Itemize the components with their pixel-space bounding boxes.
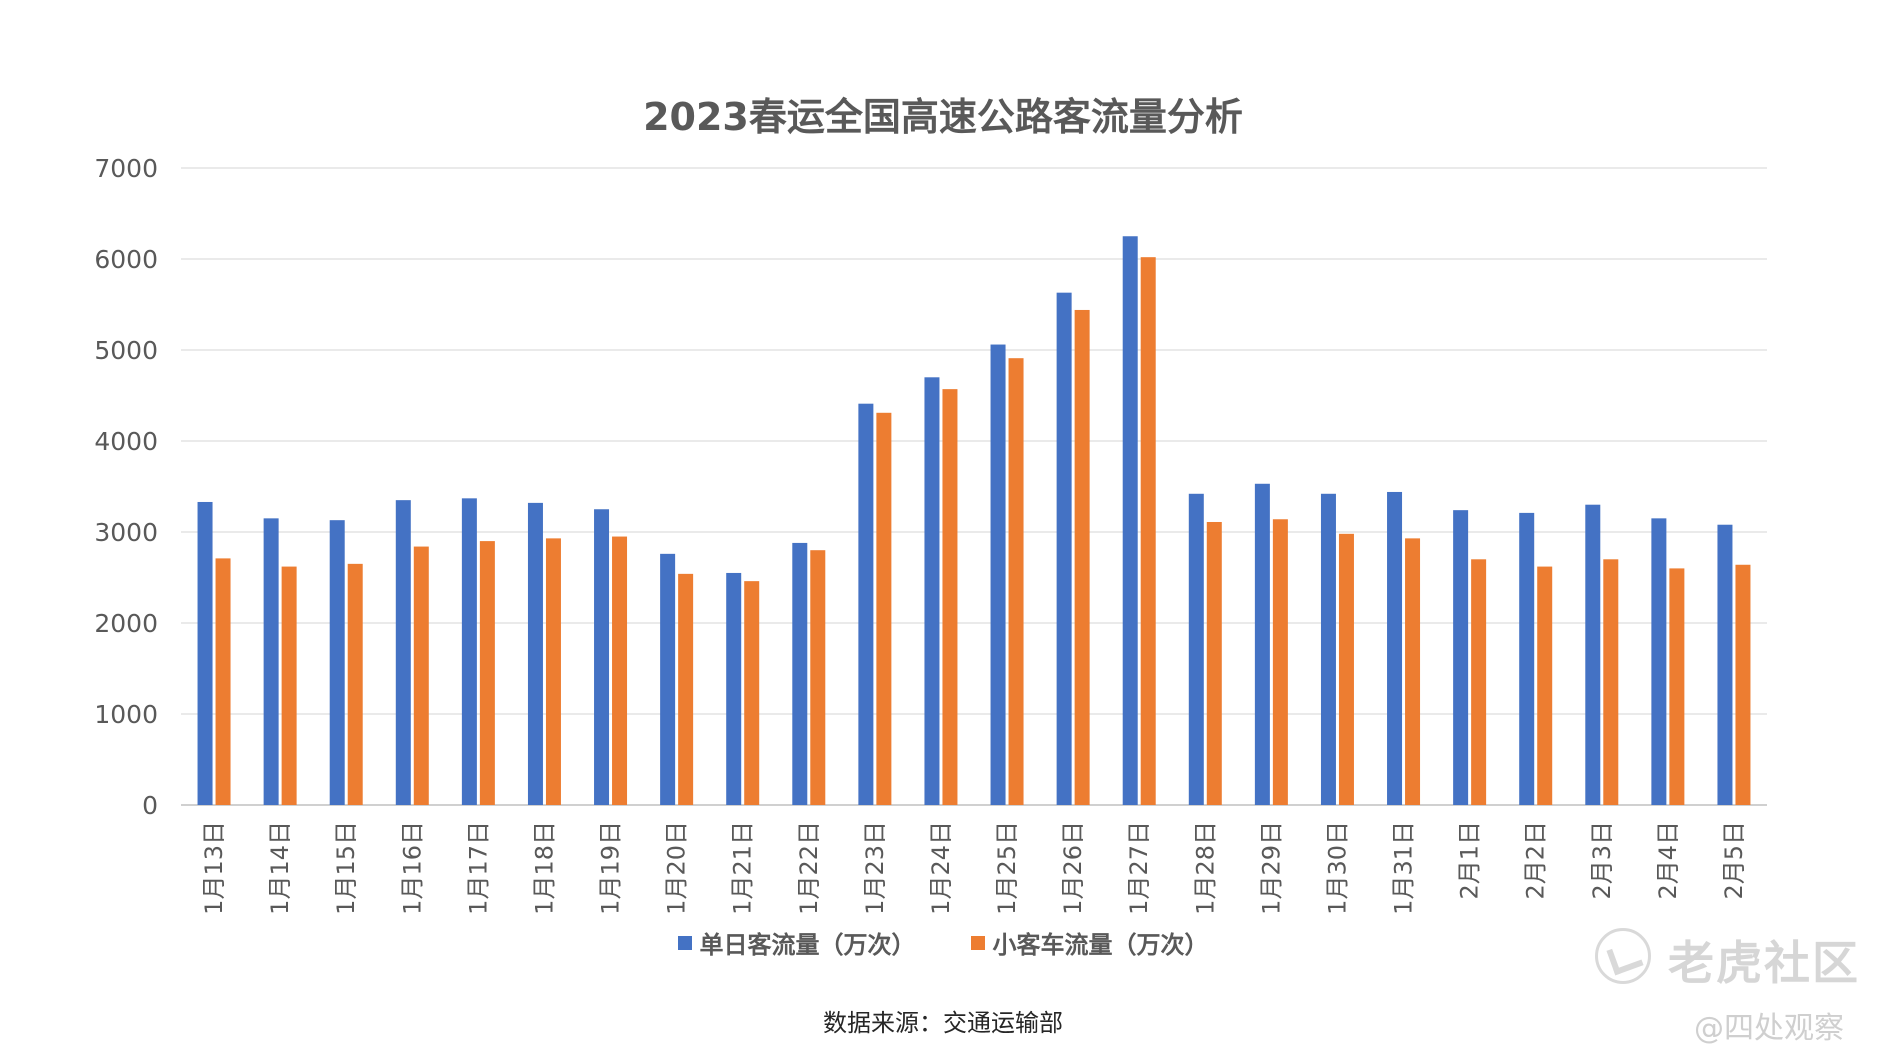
x-tick-label: 1月29日 [1257, 821, 1285, 915]
x-tick-label: 1月23日 [861, 821, 889, 915]
x-tick-label: 1月28日 [1191, 821, 1219, 915]
bar-series-1 [1519, 512, 1535, 805]
x-tick-label: 2月1日 [1456, 821, 1484, 900]
bar-series-1 [395, 500, 411, 805]
tiger-logo-icon [1595, 928, 1651, 984]
bar-series-1 [197, 501, 213, 805]
bar-series-1 [329, 520, 345, 805]
bar-series-1 [924, 377, 940, 805]
bar-series-1 [1188, 493, 1204, 805]
bar-series-2 [413, 546, 429, 805]
chart-legend: 单日客流量（万次） 小客车流量（万次） [0, 925, 1886, 960]
bar-series-2 [1735, 564, 1751, 805]
bar-series-1 [858, 403, 874, 805]
y-tick-label: 3000 [94, 518, 158, 547]
x-tick-label: 1月17日 [464, 821, 492, 915]
bar-series-2 [612, 536, 628, 805]
bar-series-2 [1272, 519, 1288, 805]
bar-series-2 [1074, 309, 1090, 805]
bar-series-1 [461, 498, 477, 805]
y-tick-label: 7000 [94, 154, 158, 183]
watermark-handle: @四处观察 [1694, 1011, 1844, 1046]
bar-series-1 [1254, 483, 1270, 805]
x-tick-label: 1月31日 [1390, 821, 1418, 915]
y-tick-label: 6000 [94, 245, 158, 274]
x-tick-label: 1月18日 [530, 821, 558, 915]
legend-swatch-series-2 [970, 935, 985, 950]
legend-item-series-1: 单日客流量（万次） [677, 925, 916, 960]
x-tick-label: 1月26日 [1059, 821, 1087, 915]
x-tick-label: 2月5日 [1720, 821, 1748, 900]
bar-series-2 [1603, 559, 1619, 805]
x-tick-label: 1月19日 [597, 821, 625, 915]
legend-item-series-2: 小客车流量（万次） [970, 925, 1209, 960]
bar-series-1 [1651, 518, 1667, 805]
x-tick-label: 1月24日 [927, 821, 955, 915]
bar-series-2 [942, 389, 958, 805]
bar-series-2 [1338, 533, 1354, 805]
legend-label-series-1: 单日客流量（万次） [699, 931, 916, 959]
bar-series-1 [263, 518, 279, 805]
bar-series-2 [1471, 559, 1487, 805]
bar-series-1 [1717, 524, 1733, 805]
bar-series-1 [1056, 292, 1072, 805]
bar-series-1 [1585, 504, 1601, 805]
chart-title: 2023春运全国高速公路客流量分析 [643, 95, 1243, 139]
y-tick-label: 1000 [94, 700, 158, 729]
x-tick-label: 1月20日 [663, 821, 691, 915]
y-tick-label: 2000 [94, 609, 158, 638]
x-tick-label: 1月16日 [398, 821, 426, 915]
bar-series-1 [990, 344, 1006, 805]
bar-series-1 [1387, 491, 1403, 805]
bar-series-2 [215, 558, 231, 805]
bar-series-2 [876, 412, 892, 805]
bar-series-1 [660, 553, 676, 805]
bar-series-1 [594, 509, 610, 805]
y-tick-label: 0 [142, 791, 158, 820]
bar-series-2 [479, 541, 495, 805]
bar-series-2 [744, 581, 760, 805]
bar-series-2 [810, 550, 826, 805]
x-tick-label: 2月2日 [1522, 821, 1550, 900]
bar-series-2 [1008, 358, 1024, 805]
bar-series-1 [1122, 236, 1138, 805]
y-tick-label: 5000 [94, 336, 158, 365]
bar-series-2 [545, 538, 561, 805]
y-tick-label: 4000 [94, 427, 158, 456]
bar-series-2 [347, 563, 363, 805]
bar-series-2 [281, 566, 297, 805]
legend-label-series-2: 小客车流量（万次） [992, 931, 1209, 959]
bar-series-2 [678, 573, 694, 805]
bar-series-1 [792, 542, 808, 805]
bar-series-1 [527, 502, 543, 805]
bar-series-1 [726, 572, 742, 805]
x-tick-label: 1月13日 [200, 821, 228, 915]
x-tick-label: 1月22日 [795, 821, 823, 915]
bar-series-1 [1453, 510, 1469, 805]
bar-series-2 [1537, 566, 1553, 805]
x-tick-label: 1月30日 [1323, 821, 1351, 915]
x-tick-label: 2月3日 [1588, 821, 1616, 900]
bar-series-2 [1405, 538, 1421, 805]
bar-series-1 [1320, 493, 1336, 805]
watermark-brand: 老虎社区 [1668, 936, 1860, 990]
x-tick-label: 2月4日 [1654, 821, 1682, 900]
x-tick-label: 1月15日 [332, 821, 360, 915]
bar-series-2 [1206, 521, 1222, 805]
bar-series-2 [1140, 257, 1156, 805]
legend-swatch-series-1 [677, 935, 692, 950]
x-tick-label: 1月21日 [729, 821, 757, 915]
x-tick-label: 1月25日 [993, 821, 1021, 915]
x-tick-label: 1月14日 [266, 821, 294, 915]
x-tick-label: 1月27日 [1125, 821, 1153, 915]
bar-series-2 [1669, 568, 1685, 805]
data-source-note: 数据来源：交通运输部 [823, 1009, 1063, 1037]
